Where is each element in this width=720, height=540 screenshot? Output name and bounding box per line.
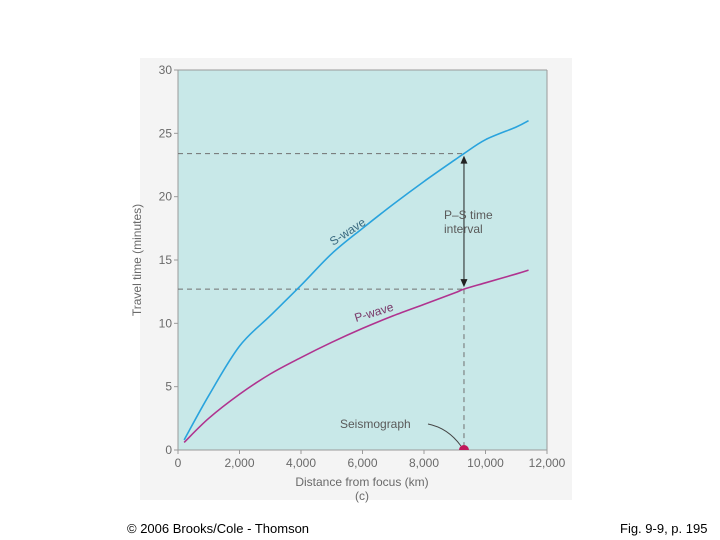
seismograph-marker (458, 445, 469, 450)
p-wave-curve (183, 269, 529, 443)
x-tick-label: 8,000 (409, 456, 439, 470)
y-axis-title: Travel time (minutes) (130, 204, 144, 316)
y-tick-label: 5 (165, 380, 172, 394)
s-wave-curve (183, 119, 529, 441)
x-tick-label: 6,000 (347, 456, 377, 470)
x-tick-label: 2,000 (224, 456, 254, 470)
copyright-text: © 2006 Brooks/Cole - Thomson (127, 521, 310, 536)
x-axis-title: Distance from focus (km) (295, 475, 428, 489)
y-tick-label: 0 (165, 443, 172, 457)
plot-area (178, 70, 547, 450)
figure-reference: Fig. 9-9, p. 195 (620, 521, 708, 536)
seismograph-leader-line (427, 423, 462, 447)
arrow-head-up (460, 155, 468, 164)
arrival-guides (178, 153, 468, 450)
y-tick-label: 10 (159, 316, 173, 330)
x-tick-label: 0 (175, 456, 182, 470)
x-axis: 0 2,000 4,000 6,000 8,000 10,000 12,000 (175, 69, 566, 470)
x-tick-label: 10,000 (467, 456, 504, 470)
arrow-head-down (460, 279, 468, 288)
y-tick-label: 30 (159, 63, 173, 77)
interval-label-line-1: P–S time (444, 208, 493, 222)
y-tick-label: 20 (159, 190, 173, 204)
x-tick-label: 4,000 (286, 456, 316, 470)
y-tick-label: 25 (159, 126, 173, 140)
interval-label-line-2: interval (444, 222, 483, 236)
x-tick-label: 12,000 (529, 456, 566, 470)
curves (183, 119, 529, 450)
seismograph-label: Seismograph (340, 417, 411, 431)
x-axis-subtitle: (c) (355, 489, 369, 503)
y-axis: 0 5 10 15 20 25 30 (159, 63, 179, 457)
y-tick-label: 15 (159, 253, 173, 267)
